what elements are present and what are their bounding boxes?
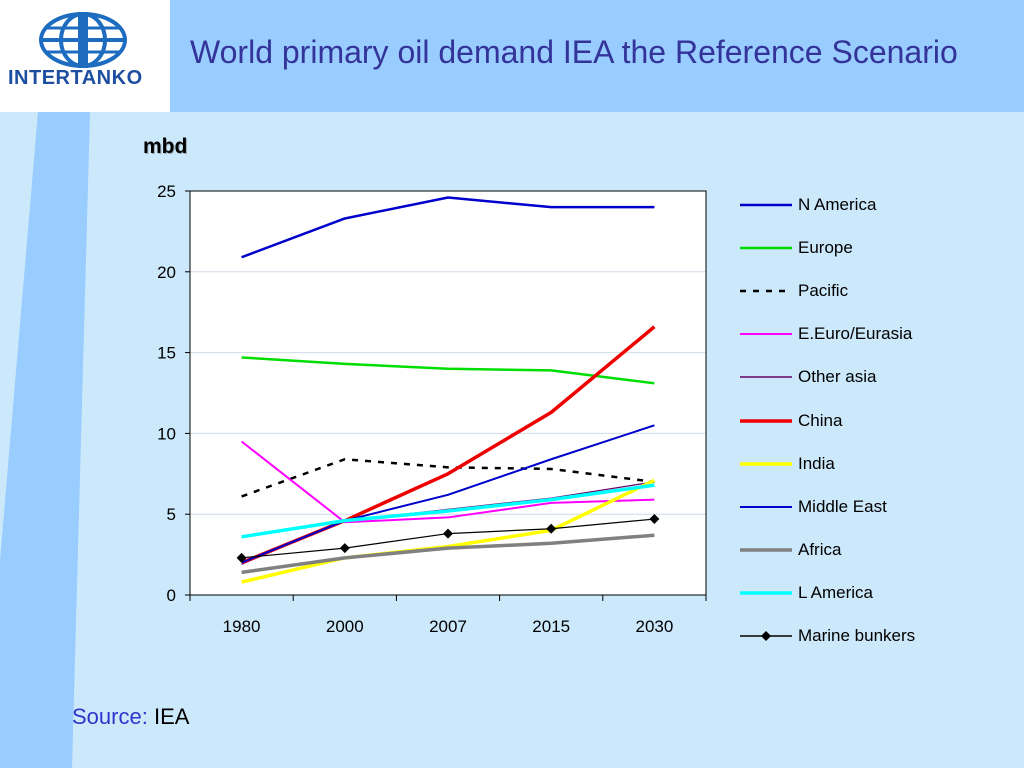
series-line-l-america — [241, 483, 655, 539]
legend-label: N America — [798, 195, 877, 214]
legend-swatch — [740, 246, 792, 250]
header-band — [170, 0, 1024, 112]
source-label: Source: — [72, 704, 148, 729]
series-line-europe — [241, 356, 655, 385]
y-tick-label: 5 — [167, 505, 176, 524]
x-tick-label: 1980 — [223, 617, 261, 636]
logo: INTERTANKO — [0, 0, 170, 112]
y-tick-label: 10 — [157, 424, 176, 443]
plot-border — [189, 190, 707, 596]
chart-tick-labels: 0 5 10 15 20 25 1980 2000 2007 2015 2030 — [157, 182, 673, 636]
legend-item-europe: Europe — [738, 237, 853, 259]
y-tick-label: 25 — [157, 182, 176, 201]
legend-swatch — [740, 376, 792, 379]
legend-item-pacific: Pacific — [738, 280, 848, 302]
chart-gridlines — [190, 190, 706, 595]
legend-item-e-euro-eurasia: E.Euro/Eurasia — [738, 323, 912, 345]
x-tick-label: 2015 — [532, 617, 570, 636]
legend-item-africa: Africa — [738, 539, 841, 561]
legend-label: Africa — [798, 539, 842, 559]
series-line-n-america — [241, 196, 655, 259]
x-tick-label: 2007 — [429, 617, 467, 636]
data-point-marine-bunkers — [236, 552, 247, 563]
legend-item-india: India — [738, 453, 835, 475]
plot-area — [190, 191, 706, 595]
y-tick-label: 20 — [157, 263, 176, 282]
legend-swatch — [740, 418, 792, 423]
source-note: Source: IEA — [72, 704, 189, 730]
x-tick-label: 2030 — [635, 617, 673, 636]
legend-label: India — [798, 453, 835, 473]
series-line-e-euro-eurasia — [240, 440, 655, 524]
slide-title: World primary oil demand IEA the Referen… — [190, 34, 958, 70]
y-axis-unit-label: mbd — [143, 135, 188, 158]
chart-axes — [185, 190, 707, 601]
legend-swatch — [740, 461, 792, 466]
legend-swatch — [740, 289, 792, 293]
legend-item-n-america: N America — [738, 194, 876, 216]
legend-label: China — [798, 410, 843, 430]
legend-swatch — [740, 333, 792, 336]
legend-swatch — [740, 548, 792, 552]
legend-label: Other asia — [798, 367, 877, 387]
y-tick-label: 15 — [157, 344, 176, 363]
data-point-marine-bunkers — [546, 523, 557, 534]
series-line-africa — [241, 533, 655, 575]
y-tick-label: 0 — [167, 586, 176, 605]
logo-text: INTERTANKO — [8, 67, 143, 89]
data-point-marine-bunkers — [339, 543, 350, 554]
left-decorative-stripe — [0, 112, 90, 768]
legend-item-middle-east: Middle East — [738, 496, 887, 518]
legend-label: L America — [798, 582, 873, 602]
legend-item-marine-bunkers: Marine bunkers — [738, 625, 915, 647]
legend-swatch — [740, 591, 792, 595]
globe-icon — [39, 12, 127, 68]
source-value: IEA — [153, 704, 190, 729]
data-point-marine-bunkers — [443, 528, 453, 539]
legend-label: Middle East — [798, 496, 887, 516]
legend-item-china: China — [738, 410, 842, 432]
legend-item-other-asia: Other asia — [738, 366, 876, 388]
data-point-marine-bunkers — [649, 514, 660, 525]
legend-label: Pacific — [798, 281, 849, 301]
legend-swatch — [740, 631, 792, 641]
series-line-middle-east — [241, 424, 655, 564]
x-tick-label: 2000 — [326, 617, 364, 636]
chart-series — [236, 196, 660, 584]
legend-item-l-america: L America — [738, 582, 873, 604]
legend-swatch — [740, 505, 792, 508]
legend-label: Marine bunkers — [798, 626, 916, 645]
legend-label: E.Euro/Eurasia — [798, 324, 913, 344]
series-line-pacific — [241, 458, 655, 498]
legend-label: Europe — [798, 238, 853, 258]
legend-swatch — [740, 203, 792, 207]
